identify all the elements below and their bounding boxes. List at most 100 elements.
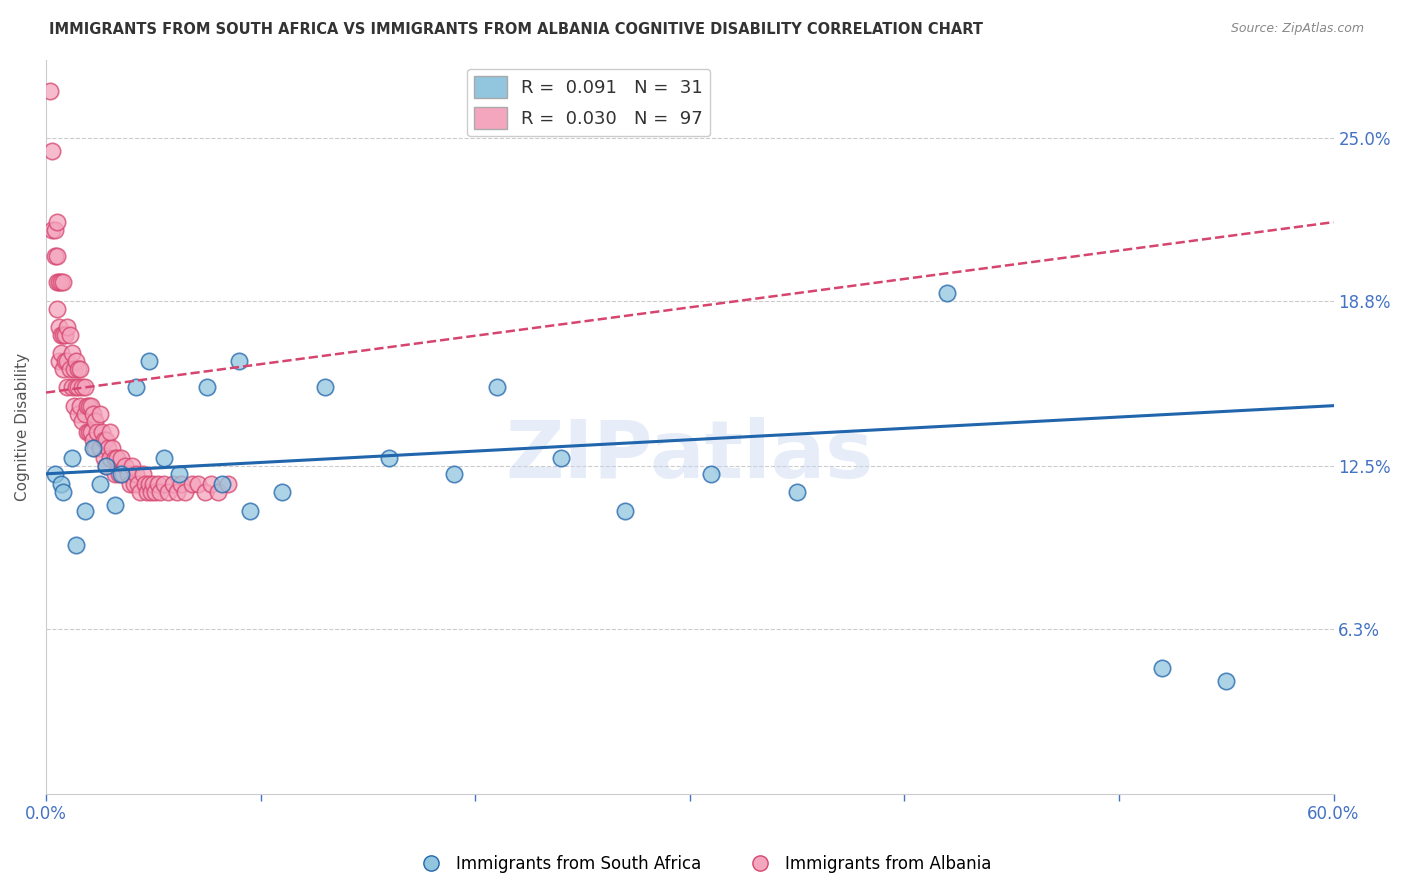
Point <box>146 477 169 491</box>
Point <box>72 380 94 394</box>
Point <box>41 145 63 159</box>
Point <box>485 380 508 394</box>
Point <box>114 458 136 473</box>
Point <box>41 223 63 237</box>
Point <box>56 380 79 394</box>
Point <box>167 467 190 481</box>
Point <box>195 380 218 394</box>
Point <box>67 380 90 394</box>
Point <box>700 467 723 481</box>
Point <box>153 477 176 491</box>
Point <box>67 407 90 421</box>
Point <box>84 441 107 455</box>
Point <box>94 458 117 473</box>
Point <box>142 477 165 491</box>
Point <box>89 407 111 421</box>
Point <box>145 485 167 500</box>
Point <box>112 467 135 481</box>
Point <box>67 362 90 376</box>
Point <box>73 503 96 517</box>
Point <box>94 433 117 447</box>
Point <box>139 485 162 500</box>
Point <box>58 327 80 342</box>
Point <box>125 380 148 394</box>
Point <box>52 276 75 290</box>
Point <box>93 451 115 466</box>
Point <box>122 477 145 491</box>
Point <box>104 498 127 512</box>
Legend: R =  0.091   N =  31, R =  0.030   N =  97: R = 0.091 N = 31, R = 0.030 N = 97 <box>467 69 710 136</box>
Point <box>149 485 172 500</box>
Point <box>98 425 121 439</box>
Point <box>65 538 87 552</box>
Point <box>58 362 80 376</box>
Point <box>98 451 121 466</box>
Point <box>153 451 176 466</box>
Point <box>44 223 66 237</box>
Point <box>80 399 103 413</box>
Point <box>45 301 67 316</box>
Point <box>45 249 67 263</box>
Point <box>77 399 100 413</box>
Point <box>73 407 96 421</box>
Point <box>48 276 70 290</box>
Point <box>162 477 184 491</box>
Point <box>378 451 401 466</box>
Point <box>63 399 86 413</box>
Point <box>73 380 96 394</box>
Point <box>117 467 139 481</box>
Point <box>166 485 188 500</box>
Point <box>786 485 808 500</box>
Text: Source: ZipAtlas.com: Source: ZipAtlas.com <box>1230 22 1364 36</box>
Point <box>49 346 72 360</box>
Point <box>69 362 91 376</box>
Point <box>82 407 104 421</box>
Point <box>82 441 104 455</box>
Point <box>110 467 132 481</box>
Point <box>108 467 131 481</box>
Point <box>93 433 115 447</box>
Point <box>314 380 336 394</box>
Point <box>56 354 79 368</box>
Point <box>53 327 76 342</box>
Legend: Immigrants from South Africa, Immigrants from Albania: Immigrants from South Africa, Immigrants… <box>408 848 998 880</box>
Point <box>110 451 132 466</box>
Point <box>53 354 76 368</box>
Point <box>60 380 83 394</box>
Point <box>129 485 152 500</box>
Point <box>118 477 141 491</box>
Point <box>44 467 66 481</box>
Point <box>127 477 149 491</box>
Point <box>614 503 637 517</box>
Point <box>105 451 128 466</box>
Point <box>52 485 75 500</box>
Point <box>48 320 70 334</box>
Point <box>157 485 180 500</box>
Point <box>89 441 111 455</box>
Point <box>1215 673 1237 688</box>
Point <box>101 441 124 455</box>
Point <box>104 467 127 481</box>
Point <box>134 477 156 491</box>
Point <box>45 276 67 290</box>
Point <box>138 477 160 491</box>
Point <box>49 276 72 290</box>
Point <box>65 380 87 394</box>
Point <box>44 249 66 263</box>
Point <box>94 458 117 473</box>
Point <box>49 327 72 342</box>
Point <box>52 362 75 376</box>
Point <box>200 477 222 491</box>
Point <box>90 425 112 439</box>
Point <box>80 425 103 439</box>
Point <box>228 354 250 368</box>
Point <box>82 433 104 447</box>
Point <box>77 425 100 439</box>
Point <box>76 425 98 439</box>
Point <box>45 215 67 229</box>
Point <box>131 467 153 481</box>
Point <box>180 477 202 491</box>
Point <box>207 485 229 500</box>
Point <box>170 477 193 491</box>
Point <box>125 467 148 481</box>
